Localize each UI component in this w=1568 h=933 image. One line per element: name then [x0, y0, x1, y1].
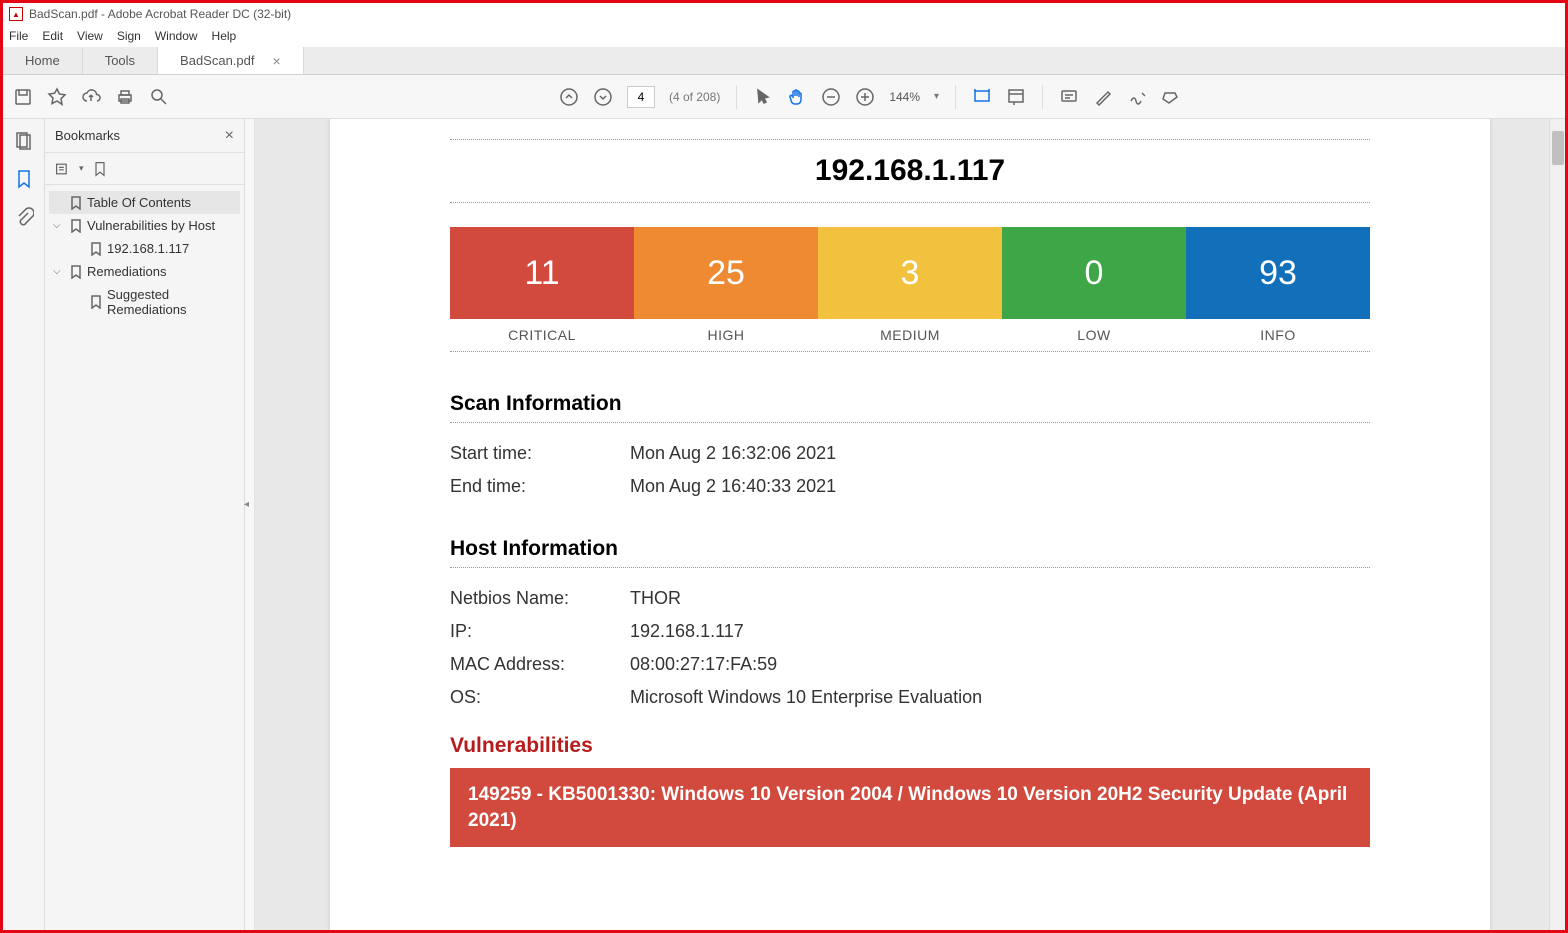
os-label: OS: — [450, 687, 630, 708]
fit-width-icon[interactable] — [972, 87, 992, 107]
vertical-scrollbar[interactable] — [1549, 119, 1565, 930]
sign-icon[interactable] — [1127, 87, 1147, 107]
chevron-down-icon[interactable]: ⌵ — [53, 266, 65, 277]
bookmark-icon — [89, 295, 103, 309]
start-time-value: Mon Aug 2 16:32:06 2021 — [630, 443, 836, 464]
menu-window[interactable]: Window — [155, 29, 198, 43]
tab-tools[interactable]: Tools — [83, 47, 158, 74]
scan-info-heading: Scan Information — [450, 382, 1370, 422]
severity-low-count: 0 — [1002, 227, 1186, 319]
zoom-in-icon[interactable] — [855, 87, 875, 107]
ip-value: 192.168.1.117 — [630, 621, 744, 642]
find-bookmark-icon[interactable] — [92, 161, 108, 177]
menu-edit[interactable]: Edit — [42, 29, 63, 43]
severity-critical-count: 11 — [450, 227, 634, 319]
severity-summary: 11CRITICAL 25HIGH 3MEDIUM 0LOW 93INFO — [450, 227, 1370, 351]
save-icon[interactable] — [13, 87, 33, 107]
toolbar: (4 of 208) 144% ▾ — [3, 75, 1565, 119]
attachment-icon[interactable] — [14, 207, 34, 227]
pointer-icon[interactable] — [753, 87, 773, 107]
mac-label: MAC Address: — [450, 654, 630, 675]
main-area: Bookmarks × ▾ Table Of Contents ⌵ Vulner… — [3, 119, 1565, 930]
document-viewport[interactable]: 192.168.1.117 11CRITICAL 25HIGH 3MEDIUM … — [255, 119, 1565, 930]
host-info-heading: Host Information — [450, 527, 1370, 567]
ip-label: IP: — [450, 621, 630, 642]
tab-current-file[interactable]: BadScan.pdf × — [158, 47, 304, 74]
page-up-icon[interactable] — [559, 87, 579, 107]
chevron-down-icon[interactable]: ⌵ — [53, 220, 65, 231]
menu-help[interactable]: Help — [212, 29, 237, 43]
start-time-label: Start time: — [450, 443, 630, 464]
search-icon[interactable] — [149, 87, 169, 107]
bookmark-icon — [69, 219, 83, 233]
sidebar-title: Bookmarks — [55, 128, 120, 143]
collapse-sidebar-handle[interactable] — [245, 119, 255, 930]
bookmark-host-ip[interactable]: 192.168.1.117 — [49, 237, 240, 260]
bookmark-icon — [69, 196, 83, 210]
page-number-input[interactable] — [627, 86, 655, 108]
severity-medium-count: 3 — [818, 227, 1002, 319]
bookmark-toc[interactable]: Table Of Contents — [49, 191, 240, 214]
menu-view[interactable]: View — [77, 29, 103, 43]
options-icon[interactable] — [55, 161, 71, 177]
close-tab-icon[interactable]: × — [273, 53, 281, 69]
tab-home[interactable]: Home — [3, 47, 83, 74]
thumbnails-icon[interactable] — [14, 131, 34, 151]
report-host-ip-title: 192.168.1.117 — [450, 140, 1370, 202]
menubar: File Edit View Sign Window Help — [3, 25, 1565, 47]
menu-file[interactable]: File — [9, 29, 28, 43]
chevron-down-icon[interactable]: ▾ — [934, 91, 939, 102]
tab-file-label: BadScan.pdf — [180, 53, 254, 68]
bookmark-remediations[interactable]: ⌵ Remediations — [49, 260, 240, 283]
print-icon[interactable] — [115, 87, 135, 107]
bookmark-vuln-by-host[interactable]: ⌵ Vulnerabilities by Host — [49, 214, 240, 237]
netbios-value: THOR — [630, 588, 681, 609]
window-titlebar: ▲ BadScan.pdf - Adobe Acrobat Reader DC … — [3, 3, 1565, 25]
zoom-out-icon[interactable] — [821, 87, 841, 107]
menu-sign[interactable]: Sign — [117, 29, 141, 43]
bookmark-suggested[interactable]: Suggested Remediations — [49, 283, 240, 321]
window-title: BadScan.pdf - Adobe Acrobat Reader DC (3… — [29, 7, 291, 21]
comment-icon[interactable] — [1059, 87, 1079, 107]
zoom-level[interactable]: 144% — [889, 90, 920, 104]
read-mode-icon[interactable] — [1006, 87, 1026, 107]
severity-high-count: 25 — [634, 227, 818, 319]
page-down-icon[interactable] — [593, 87, 613, 107]
end-time-label: End time: — [450, 476, 630, 497]
hand-tool-icon[interactable] — [787, 87, 807, 107]
page-count-label: (4 of 208) — [669, 90, 720, 104]
vulnerabilities-heading: Vulnerabilities — [450, 714, 1370, 768]
vulnerability-item-critical: 149259 - KB5001330: Windows 10 Version 2… — [450, 768, 1370, 847]
close-panel-icon[interactable]: × — [225, 127, 234, 145]
severity-info-count: 93 — [1186, 227, 1370, 319]
bookmarks-panel: Bookmarks × ▾ Table Of Contents ⌵ Vulner… — [45, 119, 245, 930]
pdf-page: 192.168.1.117 11CRITICAL 25HIGH 3MEDIUM … — [330, 119, 1490, 930]
mac-value: 08:00:27:17:FA:59 — [630, 654, 777, 675]
stamp-icon[interactable] — [1161, 87, 1181, 107]
netbios-label: Netbios Name: — [450, 588, 630, 609]
bookmark-icon — [69, 265, 83, 279]
left-icon-rail — [3, 119, 45, 930]
star-icon[interactable] — [47, 87, 67, 107]
pdf-file-icon: ▲ — [9, 7, 23, 21]
tabbar: Home Tools BadScan.pdf × — [3, 47, 1565, 75]
end-time-value: Mon Aug 2 16:40:33 2021 — [630, 476, 836, 497]
os-value: Microsoft Windows 10 Enterprise Evaluati… — [630, 687, 982, 708]
bookmark-icon — [89, 242, 103, 256]
cloud-upload-icon[interactable] — [81, 87, 101, 107]
highlight-icon[interactable] — [1093, 87, 1113, 107]
bookmark-rail-icon[interactable] — [14, 169, 34, 189]
bookmarks-tree: Table Of Contents ⌵ Vulnerabilities by H… — [45, 185, 244, 327]
